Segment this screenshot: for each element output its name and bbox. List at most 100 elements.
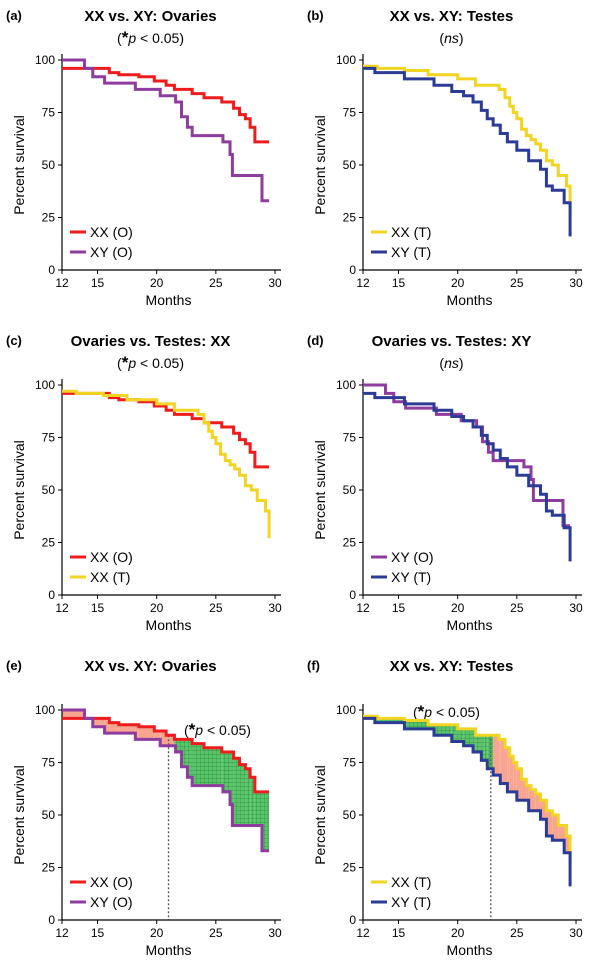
legend-label: XY (T) bbox=[391, 244, 431, 260]
y-tick-label: 75 bbox=[42, 756, 56, 770]
difference-shade bbox=[233, 758, 240, 826]
y-tick-label: 50 bbox=[42, 158, 56, 172]
legend-label: XX (T) bbox=[391, 224, 431, 240]
difference-shade bbox=[473, 728, 476, 752]
y-tick-label: 0 bbox=[48, 913, 55, 927]
series-line-xy-t bbox=[363, 66, 572, 237]
y-tick-label: 100 bbox=[35, 378, 55, 392]
y-tick-label: 75 bbox=[42, 106, 56, 120]
survival-plot: 12 15 20 25 30 0 25 50 75 100 Months Percent surviv… bbox=[312, 53, 583, 308]
y-tick-label: 50 bbox=[42, 483, 56, 497]
survival-plot: 12 15 20 25 30 0 25 50 75 100 Months Percent surviv… bbox=[11, 703, 282, 958]
x-tick-label: 30 bbox=[569, 601, 583, 615]
x-tick-label: 20 bbox=[150, 276, 164, 290]
difference-shade bbox=[245, 768, 251, 826]
difference-shade bbox=[484, 735, 488, 761]
y-tick-label: 25 bbox=[343, 536, 357, 550]
difference-shade bbox=[261, 791, 270, 851]
x-tick-label: 30 bbox=[268, 926, 282, 940]
x-tick-label: 15 bbox=[392, 926, 406, 940]
y-tick-label: 50 bbox=[42, 808, 56, 822]
significance-p-symbol: p bbox=[128, 30, 137, 46]
difference-shade bbox=[192, 743, 204, 786]
difference-shade bbox=[377, 718, 405, 723]
y-axis-label: Percent survival bbox=[11, 440, 27, 540]
y-tick-label: 0 bbox=[349, 913, 356, 927]
legend-label: XX (T) bbox=[391, 874, 431, 890]
difference-shade bbox=[221, 752, 223, 786]
panel-label: (b) bbox=[307, 8, 324, 23]
series-line-xx-t bbox=[363, 64, 572, 214]
chart-title: XX vs. XY: Ovaries bbox=[84, 8, 217, 25]
difference-shade bbox=[434, 724, 452, 736]
difference-shade bbox=[250, 777, 255, 826]
difference-shade bbox=[166, 735, 175, 746]
x-tick-label: 25 bbox=[209, 276, 223, 290]
y-tick-label: 75 bbox=[42, 431, 56, 445]
y-tick-label: 75 bbox=[343, 106, 357, 120]
legend-label: XX (O) bbox=[90, 224, 133, 240]
y-tick-label: 100 bbox=[336, 378, 356, 392]
y-axis-label: Percent survival bbox=[312, 440, 328, 540]
difference-shade bbox=[174, 739, 176, 746]
difference-shade bbox=[135, 724, 139, 740]
x-tick-label: 15 bbox=[392, 276, 406, 290]
x-tick-label: 30 bbox=[268, 601, 282, 615]
chart-panel-c: (c) Ovaries vs. Testes: XX (*p < 0.05) 12 15… bbox=[0, 325, 301, 650]
significance-p-symbol: ns bbox=[444, 30, 459, 46]
chart-panel-f: (f) XX vs. XY: Testes (*p < 0.05) 12 15 20 25 3… bbox=[301, 650, 602, 975]
series-line-xx-o bbox=[62, 66, 270, 144]
difference-shade bbox=[230, 752, 233, 805]
difference-shade bbox=[509, 756, 514, 792]
legend-label: XX (O) bbox=[90, 874, 133, 890]
x-tick-label: 12 bbox=[356, 276, 370, 290]
difference-shade bbox=[552, 815, 559, 841]
series-line-xx-t bbox=[363, 714, 572, 864]
y-tick-label: 0 bbox=[349, 263, 356, 277]
difference-shade bbox=[513, 762, 517, 792]
difference-shade bbox=[505, 747, 508, 784]
legend-label: XY (O) bbox=[90, 244, 133, 260]
y-axis-label: Percent survival bbox=[11, 765, 27, 865]
difference-shade bbox=[154, 731, 161, 740]
difference-shade bbox=[175, 739, 182, 752]
significance-prefix: ( bbox=[439, 30, 445, 46]
significance-star: * bbox=[417, 702, 425, 721]
legend-label: XY (O) bbox=[90, 894, 133, 910]
significance-prefix: ( bbox=[117, 355, 122, 371]
x-tick-label: 12 bbox=[356, 926, 370, 940]
significance-note: (ns) bbox=[301, 353, 602, 373]
panel-label: (d) bbox=[307, 333, 324, 348]
y-tick-label: 75 bbox=[343, 756, 357, 770]
difference-shade bbox=[540, 800, 547, 820]
x-tick-label: 15 bbox=[91, 276, 105, 290]
significance-text: < 0.05) bbox=[203, 722, 251, 738]
y-tick-label: 100 bbox=[35, 53, 55, 67]
significance-text: < 0.05) bbox=[136, 30, 184, 46]
difference-shade bbox=[521, 779, 527, 801]
chart-title: XX vs. XY: Testes bbox=[389, 8, 514, 25]
difference-shade bbox=[558, 825, 565, 841]
x-tick-label: 20 bbox=[451, 926, 465, 940]
x-tick-label: 15 bbox=[392, 601, 406, 615]
difference-shade bbox=[104, 718, 110, 734]
difference-shade bbox=[516, 768, 522, 801]
chart-panel-d: (d) Ovaries vs. Testes: XY (ns) 12 15 20 25 30 0… bbox=[301, 325, 602, 650]
x-axis-label: Months bbox=[146, 292, 192, 308]
x-axis-label: Months bbox=[447, 617, 493, 633]
x-tick-label: 25 bbox=[510, 926, 524, 940]
significance-note: (*p < 0.05) bbox=[413, 702, 480, 722]
significance-text: ) bbox=[458, 355, 464, 371]
difference-shade bbox=[109, 722, 119, 734]
significance-star: * bbox=[121, 353, 129, 372]
y-tick-label: 25 bbox=[343, 861, 357, 875]
significance-text: ) bbox=[458, 30, 464, 46]
series-line-xy-o bbox=[62, 58, 270, 203]
y-tick-label: 0 bbox=[349, 588, 356, 602]
x-tick-label: 25 bbox=[209, 926, 223, 940]
difference-shade bbox=[92, 718, 105, 727]
x-axis-label: Months bbox=[447, 942, 493, 958]
x-tick-label: 25 bbox=[510, 276, 524, 290]
significance-prefix: ( bbox=[184, 722, 189, 738]
x-tick-label: 20 bbox=[150, 926, 164, 940]
